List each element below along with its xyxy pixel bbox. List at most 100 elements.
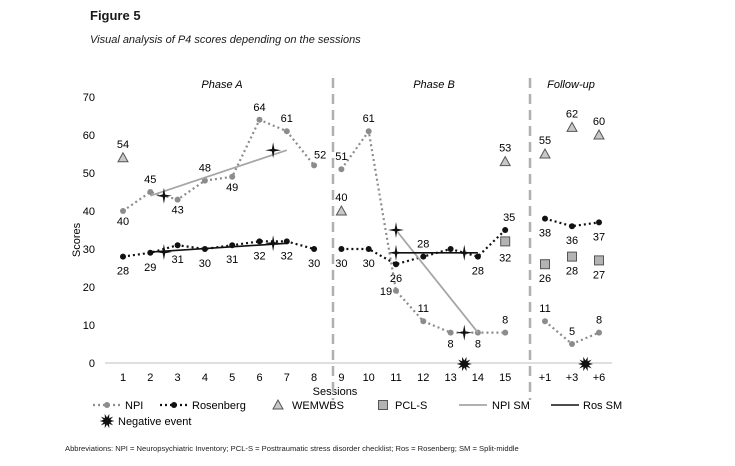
split-middle-marker [456,244,473,261]
rosenberg-data-label: 30 [363,258,375,270]
rosenberg-data-label: 31 [171,254,183,266]
split-middle-marker [265,235,282,252]
y-tick-label: 60 [83,130,95,142]
x-tick-label: 4 [202,372,208,384]
npi-point [120,208,126,214]
wemwbs-marker [335,204,348,216]
npi-data-label: 5 [569,326,575,338]
npi-data-label: 52 [314,149,326,161]
npi-data-label: 8 [475,339,481,351]
rosenberg-point [596,219,602,226]
rosenberg-point [120,253,126,260]
phase-label: Phase B [413,79,455,91]
x-tick-label: 14 [472,372,484,384]
npi-data-label: 61 [363,113,375,125]
legend-label: Ros SM [583,400,622,412]
npi-data-label: 61 [281,113,293,125]
x-tick-label: 5 [229,372,235,384]
legend-label: WEMWBS [292,400,344,412]
x-tick-label: 1 [120,372,126,384]
npi-data-label: 11 [539,303,550,315]
rosenberg-data-label: 37 [593,231,605,243]
legend-pcl-s-marker [378,400,388,410]
figure-subtitle: Visual analysis of P4 scores depending o… [90,34,361,46]
rosenberg-data-label: 28 [117,266,129,278]
rosenberg-data-label: 28 [417,239,429,251]
rosenberg-point [393,261,399,268]
rosenberg-data-label: 32 [281,250,293,262]
x-tick-label: 7 [284,372,290,384]
npi-point [256,116,263,123]
wemwbs-data-label: 54 [117,139,129,151]
wemwbs-marker [117,151,129,163]
npi-data-label: 48 [199,163,211,175]
x-tick-label: 3 [175,372,181,384]
npi-data-label: 11 [418,303,429,315]
pcl-s-marker [594,255,604,266]
x-tick-label: 13 [444,372,456,384]
npi-sm-line [150,149,288,197]
x-tick-label: +3 [566,372,579,384]
npi-point [201,177,208,184]
wemwbs-data-label: 55 [539,135,551,147]
rosenberg-data-label: 38 [539,228,551,240]
x-tick-label: 8 [311,372,317,384]
npi-point [311,162,318,169]
split-middle-marker [388,244,404,261]
pcl-s-data-label: 27 [593,269,605,281]
rosenberg-point [311,246,318,252]
npi-point [542,318,548,325]
legend-wemwbs-marker [272,398,284,410]
legend-label: NPI SM [492,400,530,412]
npi-data-label: 40 [117,216,129,228]
npi-data-label: 51 [335,151,347,163]
x-tick-label: 10 [363,372,375,384]
wemwbs-data-label: 53 [499,143,511,155]
wemwbs-marker [593,128,605,140]
npi-line [122,118,315,212]
npi-data-label: 45 [144,174,156,186]
y-tick-label: 20 [83,282,95,294]
rosenberg-data-label: 30 [308,258,320,270]
y-tick-label: 50 [83,168,95,180]
rosenberg-data-label: 30 [199,258,211,270]
npi-point [569,341,575,347]
npi-point [338,166,345,173]
npi-data-label: 8 [596,315,602,327]
rosenberg-point [542,215,548,222]
x-tick-label: 2 [147,372,153,384]
x-tick-label: 12 [417,372,429,384]
npi-point [147,189,154,195]
npi-data-label: 8 [448,339,454,351]
abbreviations-footnote: Abbreviations: NPI = Neuropsychiatric In… [65,444,519,453]
npi-data-label: 43 [171,205,183,217]
rosenberg-point [474,253,481,260]
wemwbs-data-label: 62 [566,108,578,120]
rosenberg-point [502,227,509,233]
rosenberg-line [122,240,315,258]
x-tick-label: +6 [593,372,606,384]
y-tick-label: 40 [83,206,95,218]
pcl-s-data-label: 32 [499,252,511,264]
npi-sm-line [395,229,479,334]
figure-title: Figure 5 [90,8,141,23]
npi-data-label: 64 [253,102,265,114]
x-tick-label: 15 [499,372,511,384]
split-middle-marker [388,222,404,238]
wemwbs-marker [539,147,551,159]
legend-negative-event-icon [99,413,115,429]
rosenberg-data-label: 31 [226,254,238,266]
y-tick-label: 30 [83,244,95,256]
rosenberg-data-label: 30 [335,258,347,270]
x-tick-label: +1 [539,372,552,384]
npi-point [393,287,399,294]
rosenberg-point [569,223,575,230]
legend-label: Rosenberg [192,400,246,412]
rosenberg-point [147,249,154,256]
legend-label: Negative event [118,416,191,428]
npi-point [365,128,372,135]
y-axis-title: Scores [71,222,83,257]
rosenberg-point [256,238,263,245]
phase-label: Follow-up [547,79,595,91]
